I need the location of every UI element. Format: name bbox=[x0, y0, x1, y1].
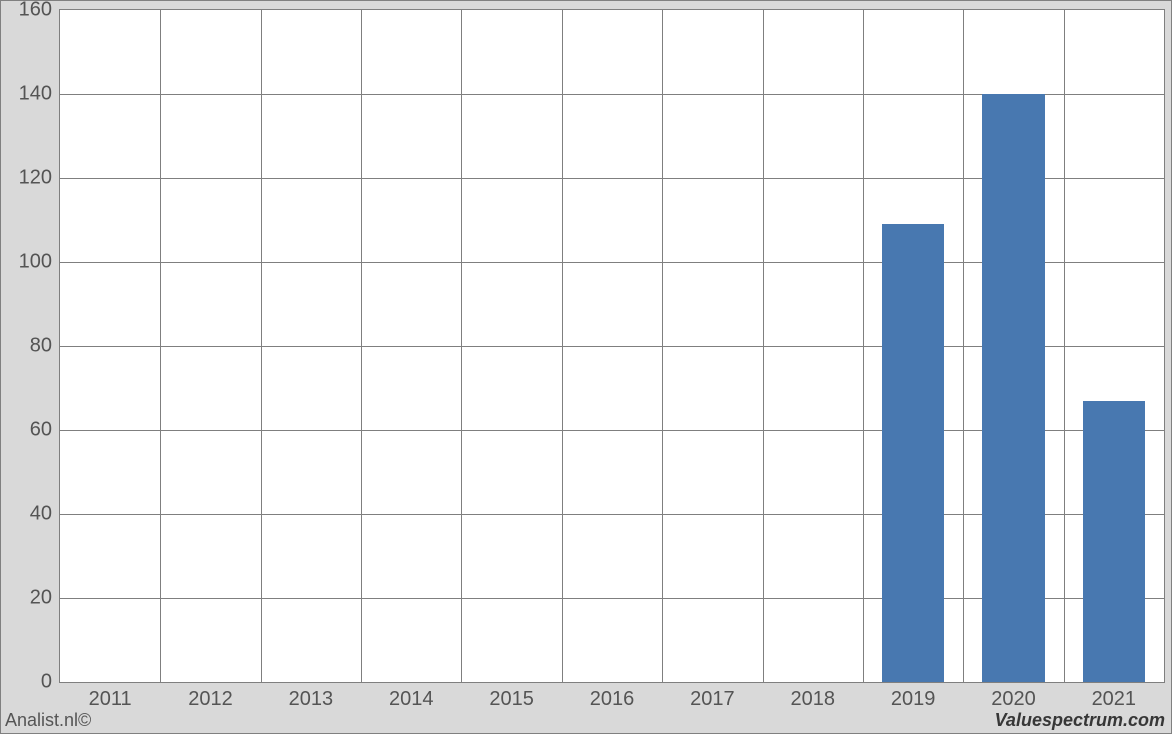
y-tick-label: 100 bbox=[19, 251, 60, 274]
x-tick-label: 2012 bbox=[188, 682, 233, 711]
chart-container: 0 20 40 60 80 100 120 140 160 2011 2012 2013 2014 201… bbox=[0, 0, 1172, 734]
y-tick-label: 160 bbox=[19, 0, 60, 22]
x-tick-label: 2021 bbox=[1092, 682, 1137, 711]
x-tick-label: 2019 bbox=[891, 682, 936, 711]
y-tick-label: 120 bbox=[19, 167, 60, 190]
grid-line-vertical bbox=[763, 10, 764, 682]
grid-line-vertical bbox=[662, 10, 663, 682]
grid-line-vertical bbox=[562, 10, 563, 682]
y-tick-label: 40 bbox=[30, 503, 60, 526]
grid-line-vertical bbox=[261, 10, 262, 682]
grid-line-vertical bbox=[461, 10, 462, 682]
grid-line-vertical bbox=[863, 10, 864, 682]
x-tick-label: 2015 bbox=[489, 682, 534, 711]
grid-line-vertical bbox=[1064, 10, 1065, 682]
x-tick-label: 2016 bbox=[590, 682, 635, 711]
x-tick-label: 2011 bbox=[89, 682, 132, 711]
grid-line-vertical bbox=[160, 10, 161, 682]
footer-right: Valuespectrum.com bbox=[995, 710, 1165, 731]
x-tick-label: 2020 bbox=[991, 682, 1036, 711]
y-tick-label: 60 bbox=[30, 419, 60, 442]
y-tick-label: 20 bbox=[30, 587, 60, 610]
x-tick-label: 2018 bbox=[790, 682, 835, 711]
bar bbox=[982, 94, 1044, 682]
grid-line-vertical bbox=[963, 10, 964, 682]
grid-line-vertical bbox=[361, 10, 362, 682]
x-tick-label: 2013 bbox=[289, 682, 334, 711]
bar bbox=[882, 224, 944, 682]
plot-area: 0204060801001201401602011201220132014201… bbox=[59, 9, 1165, 683]
y-tick-label: 140 bbox=[19, 83, 60, 106]
bar bbox=[1083, 401, 1145, 682]
x-tick-label: 2014 bbox=[389, 682, 434, 711]
x-tick-label: 2017 bbox=[690, 682, 735, 711]
footer-left: Analist.nl© bbox=[5, 710, 91, 731]
y-tick-label: 80 bbox=[30, 335, 60, 358]
y-tick-label: 0 bbox=[41, 671, 60, 694]
